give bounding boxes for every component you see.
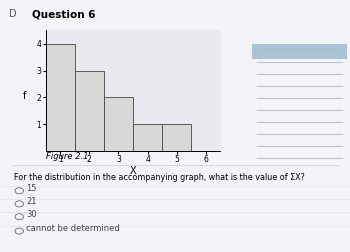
Text: 30: 30 xyxy=(26,210,37,219)
Bar xyxy=(46,44,75,151)
Bar xyxy=(133,124,162,151)
Bar xyxy=(162,124,191,151)
Text: cannot be determined: cannot be determined xyxy=(26,224,120,233)
Text: Figure 2.1: Figure 2.1 xyxy=(46,152,88,161)
Text: D: D xyxy=(9,10,16,19)
Text: For the distribution in the accompanying graph, what is the value of ΣX?: For the distribution in the accompanying… xyxy=(14,173,305,182)
X-axis label: X: X xyxy=(130,166,136,176)
Bar xyxy=(75,71,104,151)
Text: f: f xyxy=(23,91,26,101)
Text: 15: 15 xyxy=(26,184,37,193)
Bar xyxy=(104,98,133,151)
Bar xyxy=(252,44,346,59)
Text: Question 6: Question 6 xyxy=(32,10,95,19)
Text: 21: 21 xyxy=(26,197,37,206)
